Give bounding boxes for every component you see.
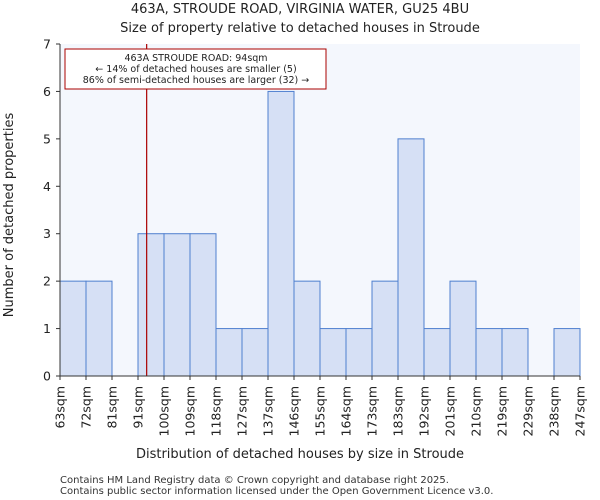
x-tick-label: 173sqm	[365, 386, 380, 436]
footer-line-1: Contains HM Land Registry data © Crown c…	[60, 475, 449, 486]
x-tick-label: 238sqm	[547, 386, 562, 436]
bar-63sqm	[59, 280, 87, 377]
bar-164sqm	[345, 328, 373, 377]
bar-173sqm	[371, 280, 399, 377]
y-tick-label: 6	[43, 84, 51, 99]
annotation-line-2: ← 14% of detached houses are smaller (5)	[95, 64, 296, 75]
bar-210sqm	[475, 328, 503, 377]
x-tick-label: 219sqm	[495, 386, 510, 436]
bar-201sqm	[449, 280, 477, 377]
footer-line-2: Contains public sector information licen…	[60, 486, 493, 497]
bar-91sqm	[137, 233, 165, 377]
bar-192sqm	[423, 328, 451, 377]
y-ticks-group: 0 1 2 3 4 5 6 7	[43, 37, 60, 384]
x-tick-label: 81sqm	[105, 386, 120, 429]
x-tick-label: 247sqm	[573, 386, 588, 436]
bar-183sqm	[397, 138, 425, 377]
x-tick-label: 183sqm	[391, 386, 406, 436]
y-tick-label: 2	[43, 274, 51, 289]
x-tick-label: 164sqm	[339, 386, 354, 436]
bar-127sqm	[241, 328, 269, 377]
y-tick-label: 5	[43, 131, 51, 146]
annotation-box: 463A STROUDE ROAD: 94sqm ← 14% of detach…	[64, 48, 327, 90]
annotation-frame	[64, 48, 327, 90]
chart-title: 463A, STROUDE ROAD, VIRGINIA WATER, GU25…	[131, 2, 469, 17]
y-tick-label: 3	[43, 226, 51, 241]
bar-238sqm	[553, 328, 581, 377]
x-tick-label: 137sqm	[261, 386, 276, 436]
bar-146sqm	[293, 280, 321, 377]
x-tick-label: 155sqm	[313, 386, 328, 436]
bar-100sqm	[163, 233, 191, 377]
y-tick-label: 7	[43, 37, 51, 52]
x-tick-label: 192sqm	[417, 386, 432, 436]
x-tick-label: 229sqm	[521, 386, 536, 436]
bar-118sqm	[215, 328, 243, 377]
bar-72sqm	[85, 280, 113, 377]
x-tick-label: 146sqm	[287, 386, 302, 436]
x-axis-title: Distribution of detached houses by size …	[136, 447, 464, 462]
x-tick-label: 118sqm	[209, 386, 224, 436]
y-tick-label: 0	[43, 369, 51, 384]
x-tick-label: 201sqm	[443, 386, 458, 436]
x-tick-label: 100sqm	[157, 386, 172, 436]
bar-109sqm	[189, 233, 217, 377]
x-tick-label: 72sqm	[79, 386, 94, 429]
x-tick-label: 210sqm	[469, 386, 484, 436]
chart-subtitle: Size of property relative to detached ho…	[120, 21, 480, 36]
annotation-line-3: 86% of semi-detached houses are larger (…	[83, 75, 310, 86]
bar-155sqm	[319, 328, 347, 377]
y-tick-label: 4	[43, 179, 51, 194]
annotation-line-1: 463A STROUDE ROAD: 94sqm	[124, 53, 267, 64]
bars-group	[59, 90, 581, 377]
y-axis-title: Number of detached properties	[2, 113, 17, 318]
x-tick-label: 91sqm	[131, 386, 146, 429]
x-ticks-group: 63sqm 72sqm 81sqm 91sqm 100sqm 109sqm 118sqm 12…	[53, 376, 588, 436]
x-tick-label: 63sqm	[53, 386, 68, 429]
x-tick-label: 109sqm	[183, 386, 198, 436]
bar-137sqm	[267, 90, 295, 377]
y-tick-label: 1	[43, 321, 51, 336]
bar-219sqm	[501, 328, 529, 377]
x-tick-label: 127sqm	[235, 386, 250, 436]
